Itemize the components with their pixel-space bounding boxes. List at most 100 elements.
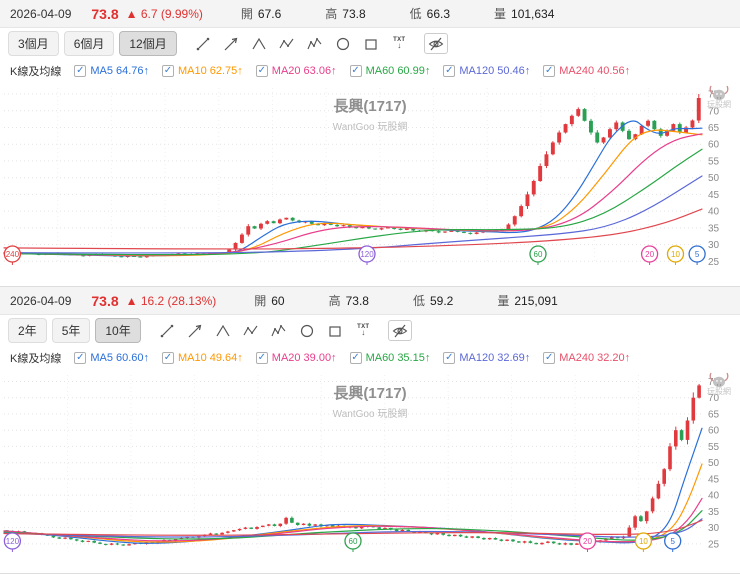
quote-change: ▲ 16.2 (28.13%) <box>125 293 217 308</box>
low-value: 59.2 <box>430 293 454 308</box>
down-arrow-icon: ↓ <box>397 41 402 50</box>
svg-text:70: 70 <box>708 106 720 117</box>
checkbox-icon <box>349 352 362 364</box>
ma240-label: MA240 <box>559 352 595 364</box>
quote-price: 73.8 <box>91 5 119 22</box>
svg-text:65: 65 <box>708 410 720 421</box>
ma120-label: MA120 <box>459 352 495 364</box>
checkbox-icon <box>162 352 174 364</box>
tab-10years[interactable]: 10年 <box>95 318 141 343</box>
svg-text:10: 10 <box>671 250 680 259</box>
svg-text:40: 40 <box>708 207 720 218</box>
rectangle-icon[interactable] <box>362 34 381 53</box>
tab-12months[interactable]: 12個月 <box>119 31 177 56</box>
ma60-value: 60.99↑ <box>397 65 431 77</box>
tab-5years[interactable]: 5年 <box>51 318 91 343</box>
chart-panel-daily: 2026-04-09 73.8 ▲ 6.7 (9.99%) 開 67.6 高 7… <box>0 0 740 287</box>
text-tool-icon[interactable]: TXT ↓ <box>354 321 373 340</box>
ma240-value: 40.56↑ <box>597 65 631 77</box>
ma20-label: MA20 <box>271 65 301 77</box>
open-value: 67.6 <box>257 6 282 21</box>
arrow-line-icon[interactable] <box>186 321 205 340</box>
ma240-label: MA240 <box>559 65 595 77</box>
circle-icon[interactable] <box>334 34 353 53</box>
low-label: 低 <box>409 7 422 21</box>
angle-icon[interactable] <box>214 321 233 340</box>
trend-line-icon[interactable] <box>158 321 177 340</box>
svg-text:10: 10 <box>639 537 648 546</box>
chart-panel-longterm: 2026-04-09 73.8 ▲ 16.2 (28.13%) 開 60 高 7… <box>0 287 740 574</box>
checkbox-icon <box>443 352 456 364</box>
checkbox-icon <box>74 65 87 77</box>
open-label: 開 <box>254 294 267 308</box>
quote-low: 低 66.3 <box>410 5 450 22</box>
open-label: 開 <box>240 7 253 21</box>
checkbox-icon <box>543 352 556 364</box>
ma5-label: MA5 <box>90 352 113 364</box>
ma10-label: MA10 <box>178 65 207 77</box>
svg-text:40: 40 <box>708 491 720 502</box>
rectangle-icon[interactable] <box>326 321 345 340</box>
svg-text:70: 70 <box>708 393 720 404</box>
wave-ab-icon[interactable] <box>278 34 297 53</box>
arrow-line-icon[interactable] <box>222 34 241 53</box>
ma60-label: MA60 <box>365 352 395 364</box>
svg-text:55: 55 <box>708 156 720 167</box>
quote-date: 2026-04-09 <box>10 6 72 21</box>
svg-text:30: 30 <box>708 240 720 251</box>
ma5-value: 60.60↑ <box>115 352 149 364</box>
ma20-value: 63.06↑ <box>303 65 337 77</box>
quote-date: 2026-04-09 <box>10 293 72 308</box>
high-label: 高 <box>325 7 338 21</box>
ma60-value: 35.15↑ <box>397 352 431 364</box>
checkbox-icon <box>349 65 362 77</box>
candlestick-chart[interactable]: 25 30 35 40 45 50 55 60 65 70 75 240 120 60 20 10 5 <box>0 83 740 286</box>
circle-icon[interactable] <box>298 321 317 340</box>
svg-text:5: 5 <box>695 250 700 259</box>
down-arrow-icon: ↓ <box>361 328 366 337</box>
wave-abc-icon[interactable] <box>270 321 289 340</box>
volume-value: 101,634 <box>511 6 555 21</box>
svg-text:25: 25 <box>708 257 720 268</box>
svg-text:55: 55 <box>708 442 720 453</box>
angle-icon[interactable] <box>250 34 269 53</box>
wave-ab-icon[interactable] <box>242 321 261 340</box>
tab-3months[interactable]: 3個月 <box>8 31 59 56</box>
quote-change: ▲ 6.7 (9.99%) <box>125 6 203 21</box>
trend-line-icon[interactable] <box>194 34 213 53</box>
tab-2years[interactable]: 2年 <box>8 318 47 343</box>
candlestick-chart[interactable]: 25 30 35 40 45 50 55 60 65 70 75 120 60 20 10 5 <box>0 370 740 573</box>
svg-text:240: 240 <box>6 250 20 259</box>
quote-price: 73.8 <box>91 292 119 309</box>
legend-title: K線及均線 <box>10 66 62 78</box>
svg-text:35: 35 <box>708 507 720 518</box>
svg-text:20: 20 <box>583 537 592 546</box>
text-tool-label: TXT <box>357 324 370 330</box>
tab-6months[interactable]: 6個月 <box>63 31 115 56</box>
chart-area[interactable]: 25 30 35 40 45 50 55 60 65 70 75 240 120 60 20 10 5 長興(1… <box>0 83 740 286</box>
text-tool-icon[interactable]: TXT ↓ <box>390 34 409 53</box>
chart-area[interactable]: 25 30 35 40 45 50 55 60 65 70 75 120 60 20 10 5 長興(1717… <box>0 370 740 573</box>
hide-drawings-icon[interactable] <box>387 320 412 341</box>
chart-toolbar: 3個月 6個月 12個月 TXT ↓ <box>0 28 740 59</box>
low-value: 66.3 <box>426 6 451 21</box>
ma20-label: MA20 <box>271 352 301 364</box>
checkbox-icon <box>255 352 268 364</box>
ma20-value: 39.00↑ <box>303 352 337 364</box>
svg-text:60: 60 <box>708 426 720 437</box>
quote-high: 高 73.8 <box>329 292 369 309</box>
hide-drawings-icon[interactable] <box>423 33 448 54</box>
wave-abc-icon[interactable] <box>306 34 325 53</box>
